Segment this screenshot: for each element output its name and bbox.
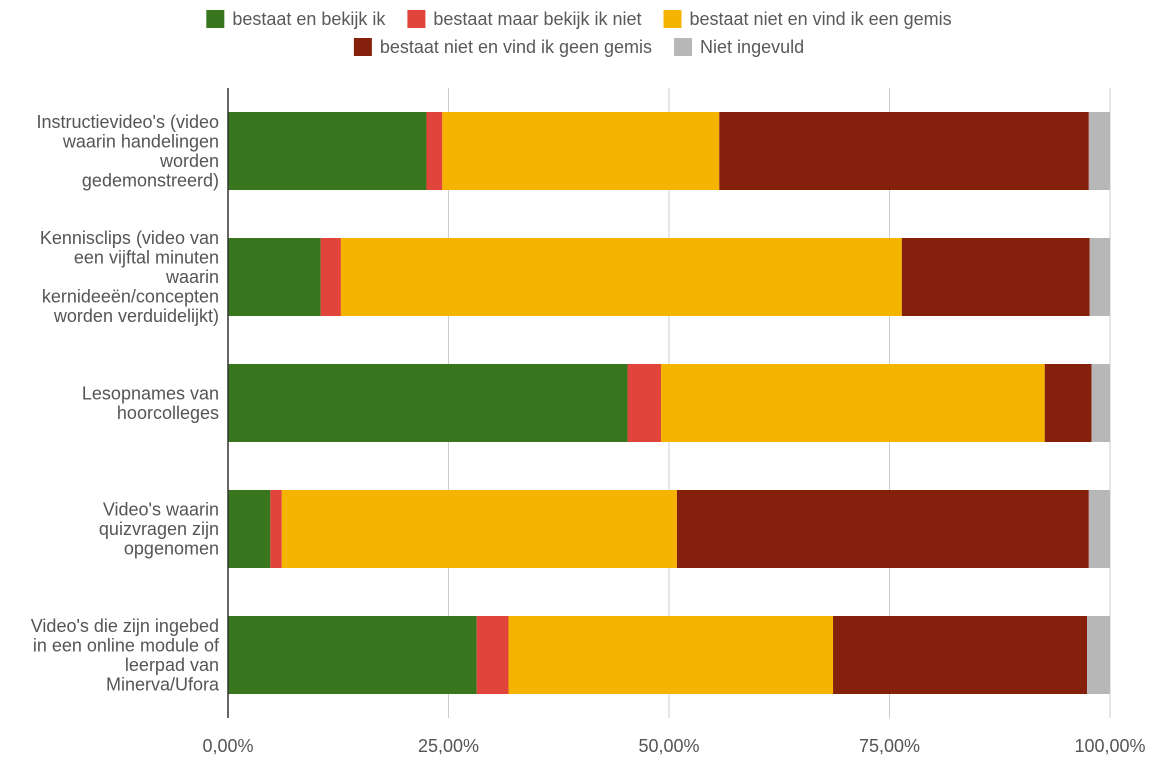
category-label: Video's waarin quizvragen zijn opgenomen	[99, 500, 219, 559]
x-tick-label: 75,00%	[859, 736, 920, 756]
x-axis-tick-labels: 0,00% 25,00% 50,00% 75,00% 100,00%	[202, 736, 1145, 756]
x-tick-label: 25,00%	[418, 736, 479, 756]
x-tick-label: 50,00%	[638, 736, 699, 756]
legend-swatch	[674, 38, 693, 56]
bar-segment	[1088, 490, 1110, 568]
bar-segment	[1091, 364, 1110, 442]
bar-segment	[426, 112, 443, 190]
bar-segment	[627, 364, 662, 442]
bar-segment	[719, 112, 1089, 190]
bar-segment	[270, 490, 282, 568]
category-label: Instructievideo's (video waarin handeling…	[36, 112, 219, 191]
bar-segment	[833, 616, 1088, 694]
bar-segment	[228, 616, 477, 694]
bar-segment	[1089, 238, 1110, 316]
category-label: Kennisclips (video van een vijftal minute…	[40, 228, 219, 326]
legend-swatch	[407, 10, 426, 28]
category-label: Lesopnames van hoorcolleges	[82, 383, 219, 423]
bar-segment	[281, 490, 677, 568]
legend-entry: bestaat niet en vind ik een gemis	[690, 9, 952, 29]
x-tick-label: 0,00%	[202, 736, 253, 756]
legend-swatch	[206, 10, 225, 28]
bar-segment	[442, 112, 720, 190]
legend: bestaat en bekijk ik bestaat maar bekijk …	[206, 9, 952, 57]
category-labels: Instructievideo's (video waarin handeling…	[31, 112, 220, 695]
bar-segment	[901, 238, 1090, 316]
bar-segment	[676, 490, 1089, 568]
bar-segment	[661, 364, 1045, 442]
legend-swatch	[663, 10, 682, 28]
bar-segment	[228, 490, 271, 568]
bar-segment	[228, 112, 427, 190]
bar-segment	[476, 616, 509, 694]
bar-segment	[1087, 616, 1110, 694]
bar-segment	[508, 616, 834, 694]
bar-segment	[228, 238, 321, 316]
bars	[228, 112, 1110, 694]
legend-swatch	[353, 38, 372, 56]
legend-entry: Niet ingevuld	[700, 37, 804, 57]
bar-segment	[228, 364, 628, 442]
bar-segment	[320, 238, 341, 316]
category-label: Video's die zijn ingebed in een online mo…	[31, 616, 220, 695]
x-tick-label: 100,00%	[1074, 736, 1145, 756]
bar-segment	[1088, 112, 1110, 190]
bar-segment	[1044, 364, 1092, 442]
legend-entry: bestaat maar bekijk ik niet	[433, 9, 641, 29]
bar-segment	[340, 238, 902, 316]
legend-entry: bestaat en bekijk ik	[232, 9, 386, 29]
legend-entry: bestaat niet en vind ik geen gemis	[380, 37, 652, 57]
